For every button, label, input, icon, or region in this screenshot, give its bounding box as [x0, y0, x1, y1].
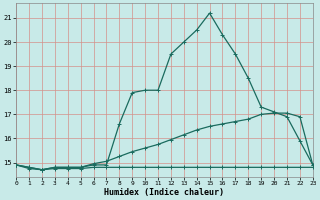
X-axis label: Humidex (Indice chaleur): Humidex (Indice chaleur): [104, 188, 224, 197]
